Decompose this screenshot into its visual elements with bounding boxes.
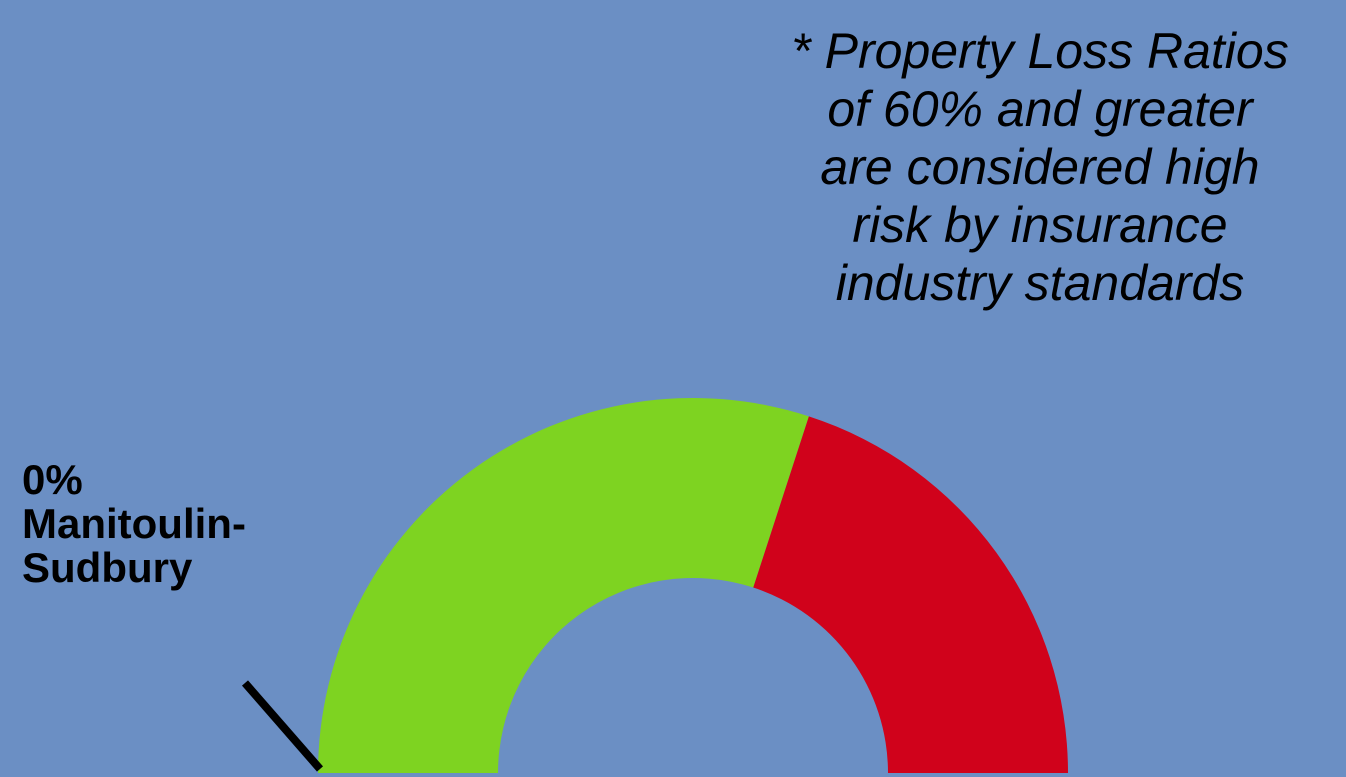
gauge-needle xyxy=(241,680,324,772)
risk-note-line-5: industry standards xyxy=(835,255,1245,311)
gauge-band-2 xyxy=(753,416,1068,773)
gauge-value-label: 0% Manitoulin- Sudbury xyxy=(22,458,246,590)
risk-note-line-2: of 60% and greater xyxy=(827,81,1253,137)
risk-note-line-4: risk by insurance xyxy=(852,197,1228,253)
gauge-value-text: 0% xyxy=(22,456,83,503)
region-name-line-2: Sudbury xyxy=(22,544,193,591)
region-name-line-1: Manitoulin- xyxy=(22,500,246,547)
risk-note-line-1: * Property Loss Ratios xyxy=(791,23,1289,79)
risk-note: * Property Loss Ratios of 60% and greate… xyxy=(740,22,1340,312)
risk-note-line-3: are considered high xyxy=(820,139,1260,195)
gauge-band-1 xyxy=(318,398,809,773)
